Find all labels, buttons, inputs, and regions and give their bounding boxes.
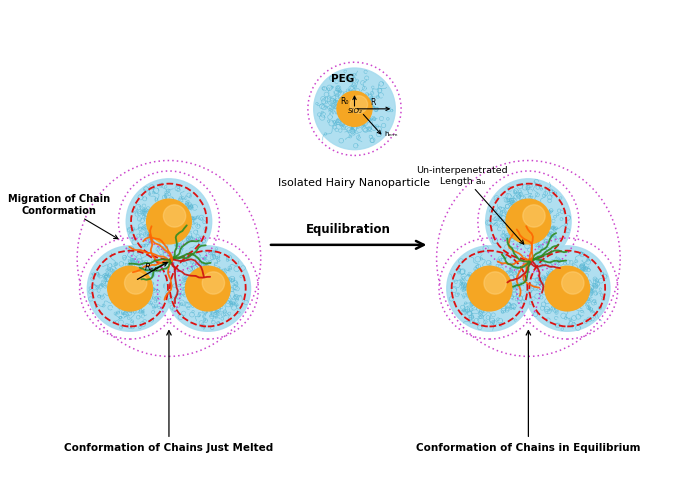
Circle shape [486, 180, 571, 264]
Circle shape [467, 267, 512, 311]
Text: Conformation of Chains Just Melted: Conformation of Chains Just Melted [64, 331, 273, 452]
Circle shape [108, 267, 152, 311]
Circle shape [185, 267, 230, 311]
Circle shape [163, 205, 185, 228]
Circle shape [545, 267, 590, 311]
Text: hₑᵣₘ: hₑᵣₘ [385, 131, 398, 137]
Text: Equilibration: Equilibration [307, 223, 391, 236]
Circle shape [562, 272, 584, 295]
Circle shape [484, 272, 507, 295]
Text: SiO₂: SiO₂ [348, 108, 363, 114]
Circle shape [125, 272, 147, 295]
Circle shape [87, 246, 173, 332]
Text: Isolated Hairy Nanoparticle: Isolated Hairy Nanoparticle [278, 178, 430, 188]
Text: PEG: PEG [331, 73, 354, 84]
Circle shape [165, 246, 251, 332]
Circle shape [337, 92, 372, 127]
Circle shape [350, 96, 367, 114]
Circle shape [525, 246, 610, 332]
Circle shape [447, 246, 532, 332]
Text: Conformation of Chains in Equilibrium: Conformation of Chains in Equilibrium [416, 331, 641, 452]
Circle shape [202, 272, 225, 295]
Text: Migration of Chain
Conformation: Migration of Chain Conformation [8, 194, 118, 239]
Circle shape [126, 180, 212, 264]
Text: R₀: R₀ [340, 96, 349, 106]
Text: $R_{eff}$: $R_{eff}$ [144, 262, 160, 274]
Text: Un-interpenetrated
Length aᵤ: Un-interpenetrated Length aᵤ [417, 166, 524, 245]
Text: R: R [370, 98, 376, 107]
Circle shape [522, 205, 545, 228]
Circle shape [313, 69, 395, 150]
Circle shape [147, 200, 191, 244]
Circle shape [506, 200, 551, 244]
